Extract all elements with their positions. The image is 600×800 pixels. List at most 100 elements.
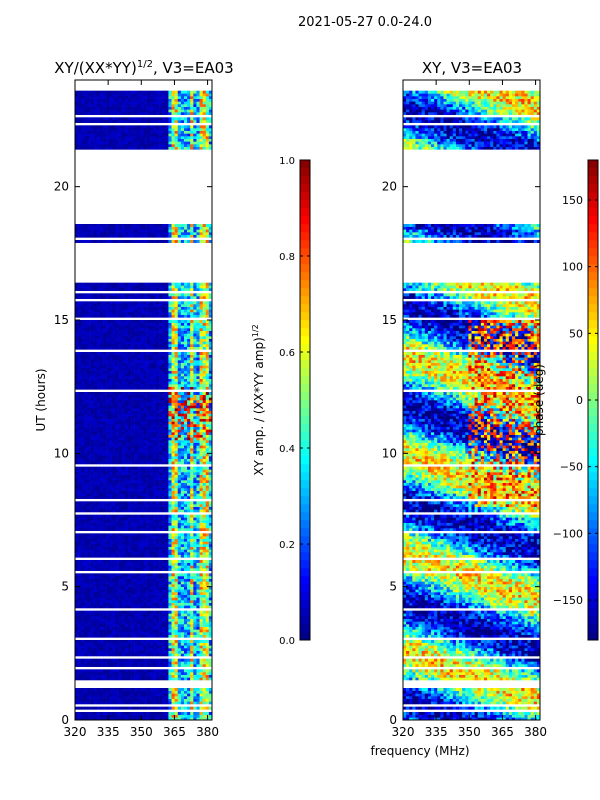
heatmap-cell (103, 696, 107, 699)
heatmap-cell (115, 541, 119, 545)
heatmap-cell (149, 565, 154, 569)
heatmap-cell (118, 618, 122, 622)
heatmap-cell (146, 533, 151, 537)
heatmap-cell (84, 589, 88, 593)
heatmap-cell (180, 493, 185, 497)
heatmap-cell (84, 517, 88, 521)
heatmap-cell (75, 405, 79, 409)
heatmap-cell (149, 538, 154, 542)
heatmap-cell (205, 480, 210, 483)
heatmap-cell (112, 672, 116, 675)
heatmap-cell (165, 418, 169, 422)
heatmap-cell (149, 618, 154, 622)
heatmap-cell (93, 669, 98, 673)
heatmap-cell (205, 712, 210, 715)
heatmap-cell (180, 482, 185, 486)
heatmap-cell (96, 634, 101, 638)
heatmap-cell (149, 645, 154, 649)
heatmap-cell (127, 509, 132, 513)
heatmap-cell (93, 640, 98, 643)
heatmap-cell (81, 472, 85, 475)
heatmap-cell (152, 493, 157, 497)
heatmap-cell (115, 605, 119, 609)
heatmap-cell (180, 584, 185, 587)
heatmap-cell (180, 581, 185, 585)
heatmap-cell (171, 456, 175, 459)
heatmap-cell (193, 541, 197, 545)
heatmap-cell (106, 472, 110, 475)
heatmap-cell (96, 658, 101, 662)
heatmap-cell (134, 525, 138, 529)
heatmap-cell (137, 642, 141, 646)
heatmap-cell (99, 552, 104, 555)
heatmap-cell (199, 453, 203, 457)
heatmap-cell (146, 410, 151, 414)
heatmap-cell (143, 376, 147, 379)
heatmap-cell (183, 589, 188, 593)
heatmap-cell (87, 413, 91, 417)
heatmap-cell (115, 562, 119, 566)
heatmap-cell (177, 437, 182, 441)
heatmap-cell (127, 432, 132, 435)
heatmap-cell (171, 418, 175, 422)
heatmap-cell (87, 378, 91, 382)
heatmap-cell (143, 674, 147, 678)
heatmap-cell (190, 400, 194, 403)
heatmap-cell (127, 477, 132, 481)
heatmap-cell (109, 482, 113, 486)
heatmap-cell (78, 696, 82, 699)
heatmap-cell (180, 541, 185, 545)
heatmap-cell (75, 597, 79, 601)
heatmap-cell (196, 386, 200, 390)
heatmap-cell (131, 437, 135, 441)
heatmap-cell (137, 549, 141, 553)
heatmap-cell (193, 432, 197, 435)
heatmap-cell (87, 504, 91, 507)
heatmap-cell (146, 482, 151, 486)
heatmap-cell (127, 578, 132, 582)
heatmap-cell (152, 602, 157, 606)
heatmap-cell (90, 405, 94, 409)
heatmap-cell (171, 712, 175, 715)
heatmap-cell (143, 488, 147, 491)
heatmap-cell (103, 514, 107, 518)
heatmap-cell (118, 592, 122, 595)
heatmap-cell (171, 696, 175, 699)
heatmap-cell (187, 597, 191, 601)
heatmap-cell (140, 490, 144, 494)
heatmap-cell (208, 466, 213, 470)
heatmap-cell (196, 594, 200, 598)
heatmap-cell (155, 490, 160, 494)
heatmap-cell (165, 456, 169, 459)
heatmap-cell (183, 517, 188, 521)
heatmap-cell (146, 456, 151, 459)
heatmap-cell (183, 690, 188, 694)
heatmap-cell (205, 450, 210, 454)
heatmap-cell (149, 626, 154, 630)
heatmap-cell (180, 717, 185, 721)
heatmap-cell (183, 568, 188, 571)
heatmap-cell (165, 376, 169, 379)
heatmap-cell (140, 624, 144, 627)
heatmap-cell (99, 560, 104, 563)
heatmap-cell (81, 688, 85, 691)
heatmap-cell (84, 544, 88, 547)
heatmap-cell (171, 442, 175, 446)
heatmap-cell (196, 397, 200, 401)
heatmap-cell (174, 640, 179, 643)
heatmap-cell (90, 677, 94, 681)
heatmap-cell (134, 504, 138, 507)
heatmap-cell (155, 408, 160, 411)
heatmap-cell (137, 621, 141, 625)
heatmap-cell (193, 648, 197, 651)
heatmap-cell (78, 472, 82, 475)
heatmap-cell (205, 597, 210, 601)
heatmap-cell (202, 501, 207, 505)
heatmap-cell (146, 466, 151, 470)
heatmap-cell (121, 594, 126, 598)
heatmap-cell (118, 610, 122, 614)
heatmap-cell (90, 474, 94, 478)
heatmap-cell (155, 645, 160, 649)
heatmap-cell (115, 693, 119, 697)
heatmap-cell (174, 376, 179, 379)
